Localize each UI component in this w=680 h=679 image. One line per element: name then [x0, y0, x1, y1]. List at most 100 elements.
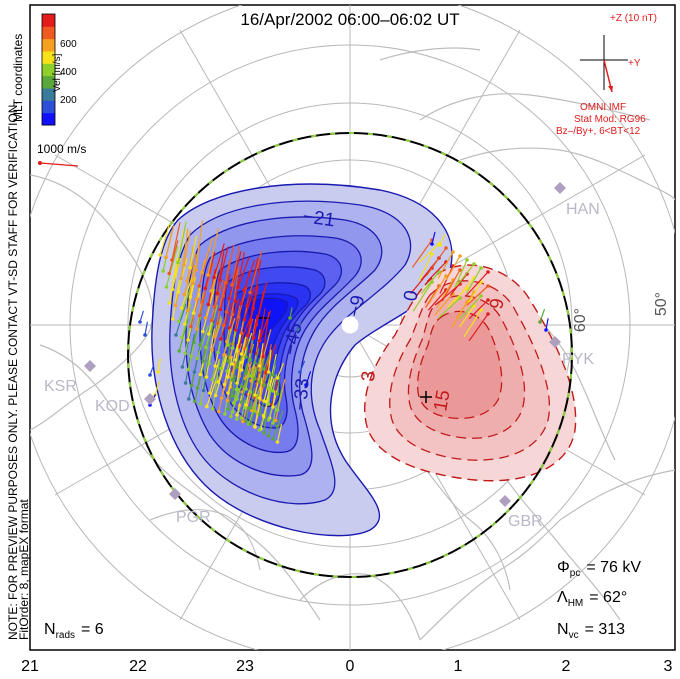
preview-note: NOTE: FOR PREVIEW PURPOSES ONLY. PLEASE …: [6, 101, 20, 640]
velocity-vector: [276, 375, 281, 395]
velocity-vector-origin: [275, 392, 280, 396]
velocity-vector-origin: [186, 367, 191, 372]
velocity-vector-origin: [212, 305, 217, 309]
mlt-tick: 23: [236, 658, 254, 674]
colorbar-swatch: [42, 63, 55, 77]
velocity-vector-origin: [249, 379, 253, 383]
contour-label: −21: [301, 206, 336, 231]
station-marker-kod: [144, 393, 156, 405]
velocity-vector: [242, 391, 253, 422]
velocity-vector-origin: [479, 294, 483, 298]
velocity-vector-origin: [262, 431, 266, 435]
velocity-vector: [183, 230, 191, 266]
velocity-vector-origin: [212, 275, 216, 280]
velocity-vector-origin: [486, 298, 490, 302]
velocity-vector-origin: [444, 246, 448, 250]
velocity-vector-origin: [226, 375, 230, 379]
station-label: HAN: [566, 201, 600, 218]
velocity-vector-origin: [200, 300, 205, 304]
velocity-vector: [412, 281, 433, 312]
velocity-vector: [276, 410, 284, 427]
velocity-vector: [272, 404, 278, 424]
velocity-vector: [181, 276, 193, 309]
velocity-vector-origin: [182, 263, 186, 267]
colorbar-tick-400: 400: [60, 67, 77, 78]
velocity-vector: [211, 318, 223, 351]
velocity-vector-origin: [479, 266, 483, 270]
station-label: KOD: [95, 398, 130, 415]
velocity-vector: [157, 358, 161, 373]
velocity-vector-origin: [224, 280, 228, 285]
velocity-vector-origin: [216, 380, 221, 384]
velocity-vector: [232, 343, 243, 374]
velocity-vector-origin: [206, 273, 210, 277]
velocity-vector: [180, 228, 189, 279]
velocity-vector-origin: [230, 362, 235, 366]
colorbar-swatch: [42, 88, 55, 101]
velocity-vector: [183, 253, 197, 295]
velocity-vector: [427, 289, 447, 311]
velocity-vector: [411, 239, 433, 268]
velocity-vector: [245, 339, 250, 358]
imf-y-label: +Y: [628, 58, 641, 69]
velocity-vector-origin: [239, 384, 244, 388]
velocity-vector: [240, 347, 248, 371]
velocity-vector: [245, 406, 250, 422]
velocity-vector-origin: [207, 361, 211, 366]
velocity-vector-origin: [275, 376, 280, 380]
latitude-labels: 60° 50°: [572, 292, 670, 332]
velocity-vector: [459, 305, 475, 328]
velocity-vector-origin: [209, 289, 213, 293]
velocity-vector-origin: [177, 319, 181, 324]
velocity-vector-origin: [262, 383, 266, 387]
velocity-vector-origin: [179, 306, 184, 310]
velocity-vector-origin: [251, 336, 256, 340]
velocity-vector-origin: [248, 290, 252, 295]
station-marker-han: [554, 182, 566, 194]
velocity-vector-origin: [195, 386, 200, 390]
velocity-vector: [159, 224, 170, 256]
velocity-vector-origin: [486, 270, 490, 274]
velocity-vector-origin: [239, 352, 244, 356]
velocity-vector-origin: [538, 320, 542, 324]
colorbar-frame: [41, 13, 56, 126]
velocity-vector: [442, 269, 461, 300]
hm-boundary-markers: [127, 132, 573, 578]
velocity-vector-origin: [257, 364, 262, 368]
velocity-vector-origin: [271, 373, 275, 377]
velocity-vector-origin: [275, 408, 280, 412]
velocity-vector-origin: [197, 284, 201, 288]
station-marker-pyk: [549, 336, 561, 348]
velocity-vector-origin: [245, 304, 249, 308]
velocity-vector: [258, 377, 263, 399]
colorbar-swatch: [42, 112, 55, 126]
velocity-vector: [207, 228, 219, 276]
velocity-vector-origin: [187, 397, 191, 401]
velocity-vector-origin: [235, 365, 239, 369]
velocity-vector-origin: [174, 333, 178, 337]
velocity-vector: [437, 251, 454, 279]
velocity-vector: [434, 293, 454, 316]
velocity-vector: [240, 365, 247, 387]
velocity-colorbar: [41, 13, 56, 126]
velocity-vector-origin: [143, 333, 147, 337]
velocity-vector-origin: [158, 253, 162, 257]
station-label: GBR: [508, 513, 543, 530]
velocity-vector-origin: [248, 422, 253, 426]
velocity-vector-origin: [236, 285, 240, 290]
velocity-vector: [249, 340, 254, 361]
velocity-vector-origin: [213, 364, 217, 368]
velocity-vector: [245, 357, 250, 374]
velocity-vector-origin: [235, 381, 239, 385]
velocity-vector-origin: [266, 386, 271, 390]
velocity-vector-origin: [296, 328, 300, 332]
velocity-vector: [456, 291, 475, 319]
velocity-vector-origin: [266, 434, 271, 438]
velocity-vector-origin: [242, 317, 247, 322]
imf-source: OMNI IMF: [580, 102, 626, 113]
velocity-vector-origin: [230, 394, 235, 398]
velocity-vector: [267, 349, 272, 373]
positive-potential-cell: [364, 264, 577, 482]
velocity-vector: [254, 348, 260, 364]
